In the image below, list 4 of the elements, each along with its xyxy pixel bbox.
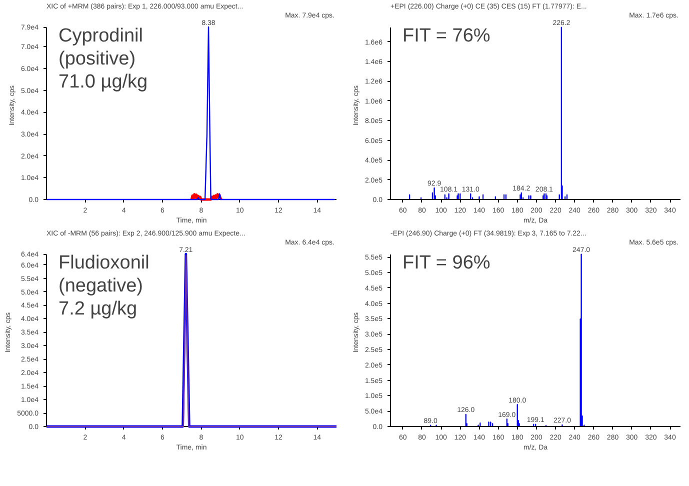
annotation: Cyprodinil (positive) 71.0 µg/kg: [58, 26, 148, 93]
annotation: FIT = 76%: [402, 26, 490, 46]
annotation: FIT = 96%: [402, 252, 490, 274]
annotation: Fludioxonil (negative) 7.2 µg/kg: [58, 252, 150, 320]
